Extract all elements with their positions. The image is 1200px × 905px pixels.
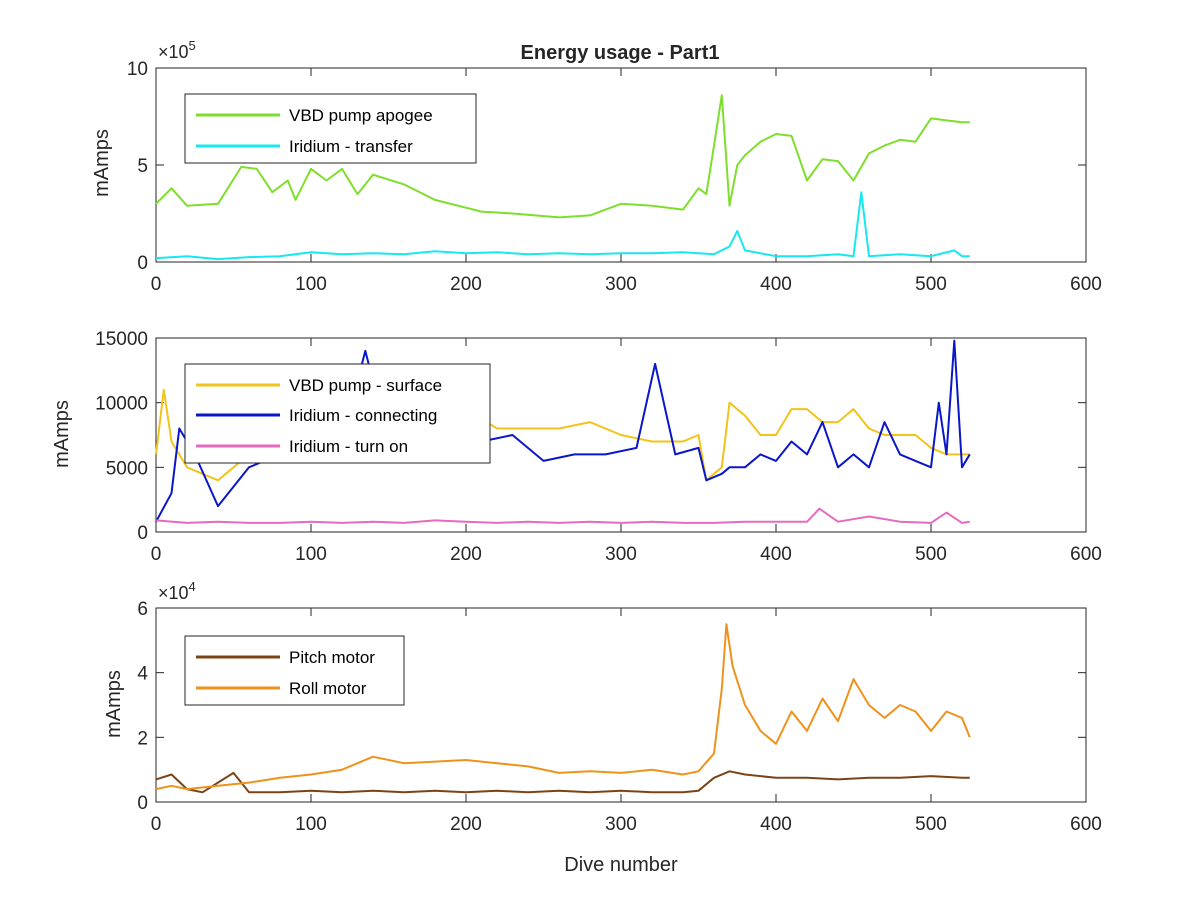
x-tick-label: 500	[915, 274, 947, 295]
legend-label-vbd-pump-surface: VBD pump - surface	[289, 376, 442, 395]
y-axis-label: mAmps	[51, 400, 73, 468]
series-line-iridium-turn-on	[155, 507, 970, 524]
y-tick-label: 0	[137, 253, 148, 274]
series-line-vbd-pump-apogee	[155, 94, 970, 219]
x-tick-label: 400	[760, 544, 792, 565]
x-tick-label: 100	[295, 544, 327, 565]
y-tick-label: 15000	[95, 329, 148, 350]
x-tick-label: 0	[151, 814, 162, 835]
x-tick-label: 500	[915, 544, 947, 565]
x-tick-label: 400	[760, 274, 792, 295]
series-line-pitch-motor	[155, 770, 970, 794]
legend-label-roll-motor: Roll motor	[289, 679, 367, 698]
y-tick-label: 2	[137, 728, 148, 749]
x-tick-label: 300	[605, 814, 637, 835]
y-axis-label: mAmps	[103, 670, 125, 738]
y-tick-label: 10	[127, 59, 148, 80]
legend-label-vbd-pump-apogee: VBD pump apogee	[289, 106, 433, 125]
y-tick-label: 5	[137, 156, 148, 177]
y-tick-label: 6	[137, 599, 148, 620]
y-exponent-label: ×105	[158, 38, 196, 62]
y-tick-label: 5000	[106, 458, 148, 479]
y-tick-label: 10000	[95, 394, 148, 415]
subplot-1: Energy usage - Part1 ×105 mAmps 0 100 200 3…	[91, 38, 1102, 295]
x-tick-label: 300	[605, 274, 637, 295]
y-tick-label: 4	[137, 664, 148, 685]
legend-3: Pitch motor Roll motor	[184, 635, 405, 706]
y-axis-label: mAmps	[91, 129, 113, 197]
legend-1: VBD pump apogee Iridium - transfer	[184, 93, 477, 164]
chart-title: Energy usage - Part1	[521, 42, 720, 64]
x-tick-label: 500	[915, 814, 947, 835]
plot-area-3: 0 100 200 300 400 500 600 0 2 4 6	[137, 599, 1101, 835]
x-tick-label: 600	[1070, 544, 1102, 565]
legend-label-iridium-transfer: Iridium - transfer	[289, 137, 413, 156]
x-tick-label: 200	[450, 814, 482, 835]
legend-label-pitch-motor: Pitch motor	[289, 648, 375, 667]
plot-area-1: 0 100 200 300 400 500 600 0 5 10	[127, 59, 1102, 295]
series-line-iridium-transfer	[155, 191, 970, 261]
x-tick-label: 300	[605, 544, 637, 565]
x-tick-label: 600	[1070, 274, 1102, 295]
series-line-roll-motor	[155, 623, 971, 791]
y-tick-label: 0	[137, 523, 148, 544]
x-tick-label: 100	[295, 814, 327, 835]
subplot-3: ×104 mAmps Dive number 0 100 200 300 400 500 6…	[103, 579, 1102, 876]
subplot-2: mAmps 0 100 200 300 400 500 600 0 5000 10000 15000…	[51, 329, 1102, 565]
legend-label-iridium-turn-on: Iridium - turn on	[289, 437, 408, 456]
x-tick-label: 0	[151, 544, 162, 565]
x-tick-label: 600	[1070, 814, 1102, 835]
y-exponent-label: ×104	[158, 579, 196, 603]
legend-label-iridium-connecting: Iridium - connecting	[289, 406, 437, 425]
x-tick-label: 200	[450, 544, 482, 565]
legend-2: VBD pump - surface Iridium - connecting …	[184, 363, 491, 464]
y-tick-label: 0	[137, 793, 148, 814]
x-tick-label: 100	[295, 274, 327, 295]
x-tick-label: 400	[760, 814, 792, 835]
x-tick-label: 200	[450, 274, 482, 295]
x-tick-label: 0	[151, 274, 162, 295]
x-axis-label: Dive number	[564, 854, 678, 876]
